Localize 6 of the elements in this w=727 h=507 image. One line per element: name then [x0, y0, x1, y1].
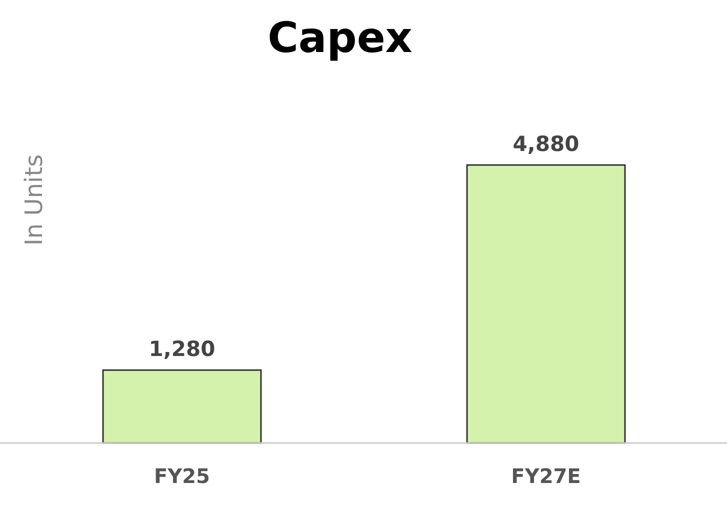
x-tick-label: FY27E	[511, 464, 581, 488]
y-axis-title: In Units	[20, 154, 48, 246]
x-tick-label: FY25	[154, 464, 210, 488]
chart-title: Capex	[268, 13, 412, 62]
data-label: 1,280	[148, 337, 216, 362]
data-label: 4,880	[512, 132, 580, 156]
